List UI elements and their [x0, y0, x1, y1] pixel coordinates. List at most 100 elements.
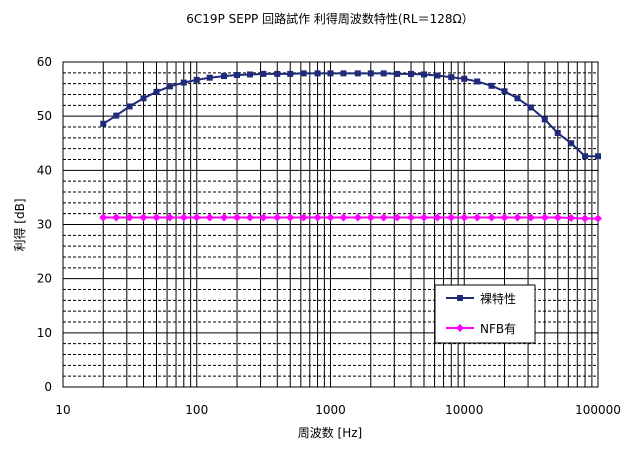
data-point-square — [474, 78, 481, 85]
data-point-diamond — [540, 213, 549, 222]
data-point-diamond — [553, 213, 562, 222]
data-point-diamond — [233, 213, 242, 222]
y-tick-label: 50 — [37, 109, 52, 123]
data-point-square — [274, 70, 281, 77]
data-point-diamond — [192, 213, 201, 222]
data-point-square — [554, 129, 561, 136]
data-point-diamond — [125, 213, 134, 222]
data-point-diamond — [487, 213, 496, 222]
series — [99, 70, 602, 223]
data-point-square — [340, 70, 347, 77]
legend-marker-nfb — [456, 324, 464, 332]
data-point-square — [380, 70, 387, 77]
data-point-square — [100, 120, 107, 127]
data-point-square — [434, 72, 441, 79]
data-point-diamond — [99, 213, 108, 222]
data-point-diamond — [179, 213, 188, 222]
x-tick-label: 10000 — [445, 403, 483, 417]
data-point-diamond — [313, 213, 322, 222]
x-axis-title: 周波数 [Hz] — [298, 425, 363, 440]
data-point-diamond — [273, 213, 282, 222]
data-point-square — [153, 88, 160, 95]
data-point-square — [246, 71, 253, 78]
data-point-diamond — [419, 213, 428, 222]
data-point-diamond — [567, 214, 576, 222]
data-point-square — [514, 95, 521, 102]
data-point-diamond — [407, 213, 416, 222]
chart-title: 6C19P SEPP 回路試作 利得周波数特性(RL＝128Ω） — [186, 11, 473, 26]
data-point-square — [206, 74, 213, 81]
data-point-square — [595, 153, 601, 160]
data-point-diamond — [112, 213, 121, 222]
data-point-square — [488, 82, 495, 89]
data-point-square — [300, 70, 307, 77]
data-point-diamond — [245, 213, 254, 222]
data-point-diamond — [286, 213, 295, 222]
data-point-square — [527, 104, 534, 111]
data-point-square — [541, 116, 548, 123]
x-tick-labels: 10 100 1000 10000 100000 — [55, 403, 621, 417]
y-axis-title: 利得 [dB] — [12, 198, 27, 251]
data-point-diamond — [220, 213, 229, 222]
y-tick-labels: 0 10 20 30 40 50 60 — [37, 55, 52, 394]
x-tick-label: 100 — [185, 403, 208, 417]
data-point-diamond — [379, 213, 388, 222]
data-point-square — [461, 75, 468, 82]
data-point-square — [582, 153, 589, 160]
data-point-square — [221, 73, 228, 80]
data-point-diamond — [326, 213, 335, 222]
data-point-diamond — [447, 213, 456, 222]
y-tick-label: 60 — [37, 55, 52, 69]
data-point-diamond — [165, 213, 174, 222]
data-point-square — [367, 70, 374, 77]
data-point-diamond — [366, 213, 375, 222]
y-tick-label: 0 — [44, 380, 52, 394]
data-point-square — [126, 103, 133, 110]
grid — [63, 62, 598, 387]
y-tick-label: 20 — [37, 272, 52, 286]
data-point-diamond — [339, 213, 348, 222]
series-line-2 — [103, 216, 598, 220]
data-point-square — [314, 70, 321, 77]
data-point-square — [140, 95, 147, 102]
data-point-square — [166, 83, 173, 90]
legend-label-bare: 裸特性 — [480, 291, 516, 306]
data-point-diamond — [353, 213, 362, 222]
data-point-diamond — [299, 213, 308, 222]
y-tick-label: 30 — [37, 218, 52, 232]
data-point-diamond — [513, 213, 522, 222]
data-point-diamond — [139, 213, 148, 222]
data-point-square — [448, 74, 455, 81]
data-point-diamond — [594, 214, 602, 223]
data-point-diamond — [259, 213, 268, 222]
data-point-square — [394, 70, 401, 77]
y-tick-label: 10 — [37, 326, 52, 340]
legend-marker-bare — [457, 295, 463, 301]
x-tick-label: 100000 — [575, 403, 621, 417]
data-point-diamond — [152, 213, 161, 222]
legend: 裸特性 NFB有 — [434, 284, 536, 344]
data-point-square — [354, 70, 361, 77]
data-point-square — [113, 112, 120, 119]
legend-label-nfb: NFB有 — [480, 322, 516, 336]
data-point-diamond — [581, 214, 590, 223]
data-point-square — [234, 72, 241, 78]
data-point-square — [501, 88, 508, 95]
data-point-square — [193, 76, 200, 83]
data-point-diamond — [526, 213, 535, 222]
data-point-square — [327, 70, 334, 77]
data-point-diamond — [433, 213, 442, 222]
plot-border — [62, 61, 599, 388]
data-point-diamond — [473, 213, 482, 222]
data-point-diamond — [500, 213, 509, 222]
data-point-diamond — [393, 213, 402, 222]
data-point-diamond — [205, 213, 214, 222]
data-point-diamond — [460, 213, 469, 222]
data-point-square — [568, 140, 575, 147]
x-tick-label: 1000 — [315, 403, 346, 417]
data-point-square — [420, 71, 427, 78]
data-point-square — [260, 70, 267, 77]
x-tick-label: 10 — [55, 403, 70, 417]
y-tick-label: 40 — [37, 163, 52, 177]
